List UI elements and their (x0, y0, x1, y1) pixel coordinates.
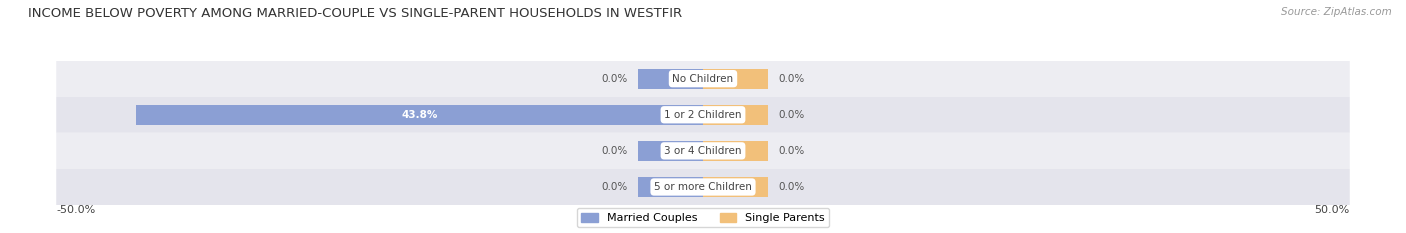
Legend: Married Couples, Single Parents: Married Couples, Single Parents (576, 208, 830, 227)
Text: 1 or 2 Children: 1 or 2 Children (664, 110, 742, 120)
Text: 0.0%: 0.0% (602, 74, 628, 84)
Text: 0.0%: 0.0% (778, 110, 804, 120)
Text: 0.0%: 0.0% (778, 74, 804, 84)
Bar (703, 177, 768, 197)
Text: No Children: No Children (672, 74, 734, 84)
Bar (638, 69, 703, 89)
FancyBboxPatch shape (56, 169, 1350, 205)
Text: INCOME BELOW POVERTY AMONG MARRIED-COUPLE VS SINGLE-PARENT HOUSEHOLDS IN WESTFIR: INCOME BELOW POVERTY AMONG MARRIED-COUPL… (28, 7, 682, 20)
Text: Source: ZipAtlas.com: Source: ZipAtlas.com (1281, 7, 1392, 17)
Bar (136, 105, 703, 125)
Bar (638, 141, 703, 161)
Bar (638, 177, 703, 197)
FancyBboxPatch shape (56, 61, 1350, 97)
Bar (703, 69, 768, 89)
Text: 5 or more Children: 5 or more Children (654, 182, 752, 192)
FancyBboxPatch shape (56, 133, 1350, 169)
Text: 3 or 4 Children: 3 or 4 Children (664, 146, 742, 156)
Text: 43.8%: 43.8% (402, 110, 437, 120)
Bar (703, 141, 768, 161)
Text: 0.0%: 0.0% (778, 182, 804, 192)
Text: 0.0%: 0.0% (778, 146, 804, 156)
FancyBboxPatch shape (56, 97, 1350, 133)
Text: 0.0%: 0.0% (602, 182, 628, 192)
Text: 0.0%: 0.0% (602, 146, 628, 156)
Text: 50.0%: 50.0% (1315, 205, 1350, 215)
Text: -50.0%: -50.0% (56, 205, 96, 215)
Bar (703, 105, 768, 125)
